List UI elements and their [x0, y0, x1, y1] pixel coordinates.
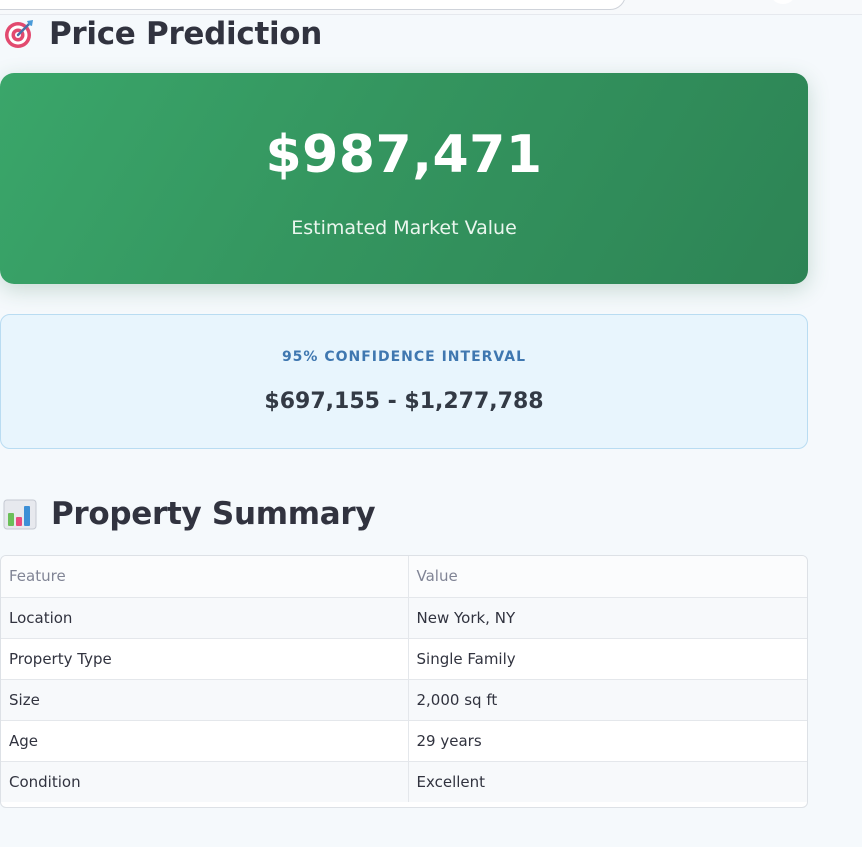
price-prediction-title: Price Prediction: [49, 16, 323, 52]
feature-cell: Property Type: [1, 638, 409, 680]
table-row: Size 2,000 sq ft: [1, 679, 807, 721]
predicted-price: $987,471: [265, 125, 543, 185]
feature-cell: Condition: [1, 761, 409, 802]
price-caption: Estimated Market Value: [291, 217, 517, 239]
column-header-value[interactable]: Value: [408, 556, 807, 598]
target-icon: [3, 18, 35, 50]
table-row: Condition Excellent: [1, 761, 807, 802]
value-cell: Excellent: [408, 761, 807, 802]
confidence-interval-card: 95% CONFIDENCE INTERVAL $697,155 - $1,27…: [0, 314, 808, 449]
property-summary-title: Property Summary: [51, 496, 376, 532]
confidence-interval-label: 95% CONFIDENCE INTERVAL: [281, 349, 527, 365]
table-header-row: Feature Value: [1, 556, 807, 598]
feature-cell: Location: [1, 597, 409, 639]
top-bar: [0, 0, 862, 15]
property-summary-heading: Property Summary: [3, 494, 376, 534]
feature-cell: Size: [1, 679, 409, 721]
value-cell: 2,000 sq ft: [408, 679, 807, 721]
price-card: $987,471 Estimated Market Value: [0, 73, 808, 284]
property-summary-table: Feature Value Location New York, NY Prop…: [0, 555, 808, 808]
confidence-interval-range: $697,155 - $1,277,788: [264, 389, 544, 414]
feature-cell: Age: [1, 720, 409, 762]
table-row: Age 29 years: [1, 720, 807, 762]
bar-chart-icon: [3, 497, 37, 531]
value-cell: 29 years: [408, 720, 807, 762]
value-cell: New York, NY: [408, 597, 807, 639]
column-header-feature[interactable]: Feature: [1, 556, 409, 598]
avatar[interactable]: [772, 0, 794, 4]
table-row: Property Type Single Family: [1, 638, 807, 680]
value-cell: Single Family: [408, 638, 807, 680]
top-input-field[interactable]: [0, 0, 626, 10]
price-prediction-heading: Price Prediction: [3, 14, 322, 54]
table-row: Location New York, NY: [1, 597, 807, 639]
